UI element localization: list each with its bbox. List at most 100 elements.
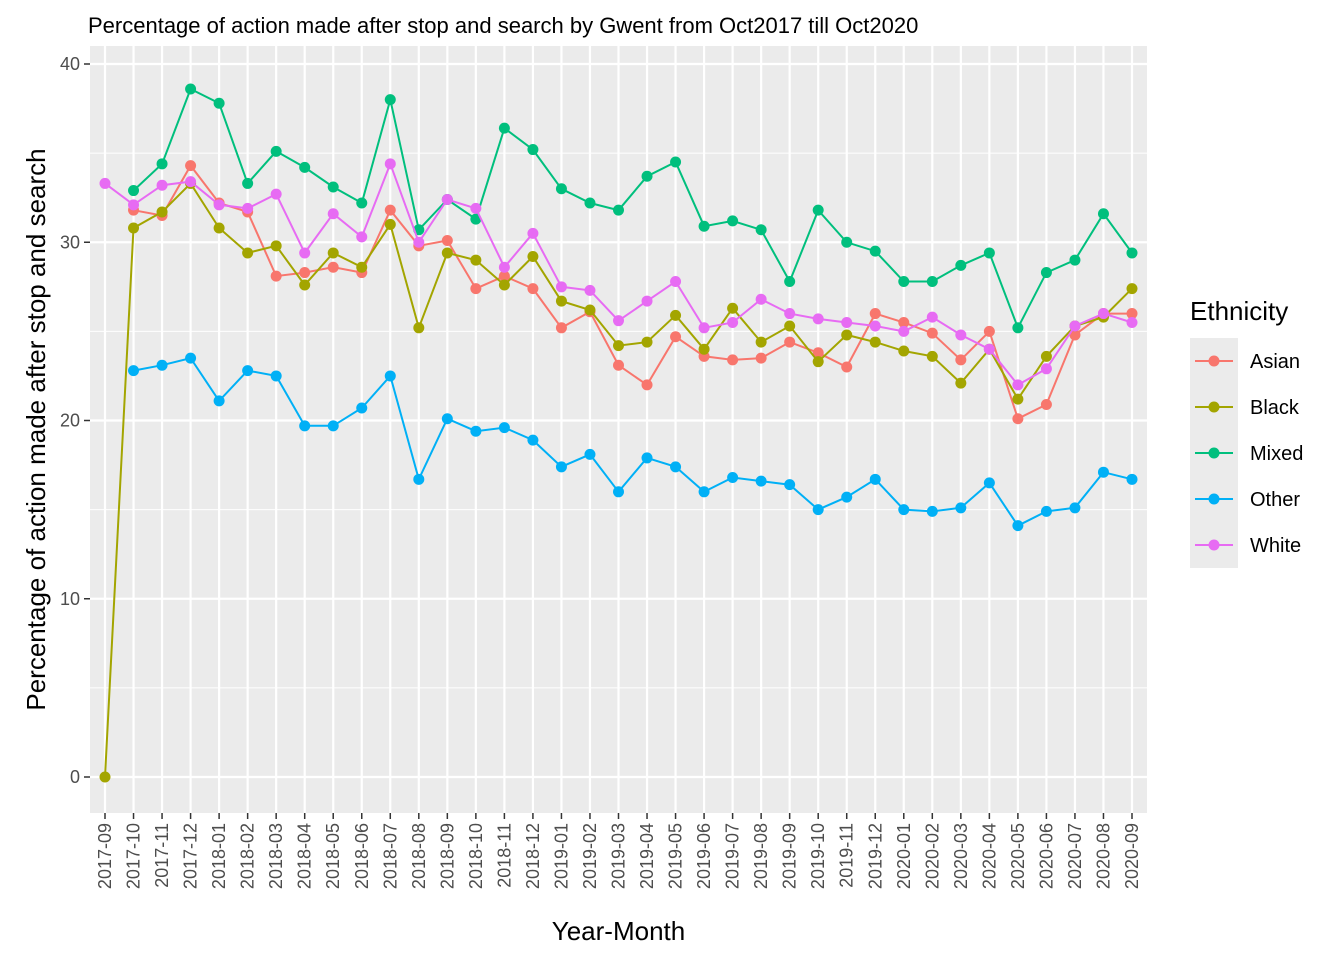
data-point-asian <box>327 261 339 273</box>
legend-key-point <box>1208 401 1220 413</box>
data-point-white <box>1012 379 1024 391</box>
data-point-asian <box>498 270 510 282</box>
x-tick-label: 2019-01 <box>551 823 571 889</box>
x-tick-label: 2018-09 <box>437 823 457 889</box>
data-point-mixed <box>841 236 853 248</box>
data-point-other <box>213 395 225 407</box>
data-point-white <box>470 202 482 214</box>
data-point-black <box>670 309 682 321</box>
data-point-white <box>841 316 853 328</box>
data-point-black <box>698 343 710 355</box>
data-point-asian <box>384 204 396 216</box>
data-point-black <box>1012 393 1024 405</box>
data-point-asian <box>1126 308 1138 320</box>
x-tick-label: 2020-07 <box>1065 823 1085 889</box>
x-tick-label: 2018-06 <box>352 823 372 889</box>
data-point-black <box>784 320 796 332</box>
data-point-asian <box>727 354 739 366</box>
data-point-white <box>869 320 881 332</box>
data-point-other <box>1040 505 1052 517</box>
data-point-mixed <box>327 181 339 193</box>
data-point-asian <box>641 379 653 391</box>
data-point-white <box>926 311 938 323</box>
data-point-white <box>527 227 539 239</box>
x-tick-label: 2018-01 <box>209 823 229 889</box>
data-point-white <box>356 231 368 243</box>
y-tick-label: 20 <box>60 411 80 431</box>
data-point-other <box>613 486 624 498</box>
data-point-mixed <box>384 94 396 106</box>
data-point-black <box>727 302 739 314</box>
data-point-other <box>898 504 910 516</box>
data-point-other <box>498 422 510 434</box>
x-tick-label: 2017-10 <box>124 823 144 889</box>
data-point-mixed <box>955 259 967 271</box>
data-point-white <box>1069 320 1081 332</box>
data-point-other <box>356 402 368 414</box>
data-point-asian <box>1069 329 1081 341</box>
x-tick-label: 2018-05 <box>323 823 343 889</box>
data-point-black <box>470 254 482 266</box>
data-point-black <box>327 247 339 259</box>
data-point-other <box>441 413 453 425</box>
chart-title: Percentage of action made after stop and… <box>88 13 918 38</box>
data-point-black <box>898 345 910 357</box>
data-point-other <box>641 452 653 464</box>
data-point-white <box>812 313 824 325</box>
data-point-mixed <box>1040 267 1052 279</box>
data-point-mixed <box>613 204 624 216</box>
series-other <box>128 352 1138 532</box>
data-point-mixed <box>755 224 767 236</box>
data-point-other <box>327 420 339 432</box>
legend-key-point <box>1208 493 1220 505</box>
x-tick-label: 2018-08 <box>409 823 429 889</box>
x-tick-label: 2020-04 <box>979 823 999 889</box>
x-tick-label: 2019-07 <box>723 823 743 889</box>
data-point-white <box>128 199 140 211</box>
data-point-black <box>755 336 767 348</box>
data-point-white <box>270 188 282 200</box>
data-point-white <box>1040 363 1052 375</box>
data-point-mixed <box>156 158 168 170</box>
data-point-other <box>812 504 824 516</box>
data-point-asian <box>898 316 910 328</box>
data-point-white <box>1126 316 1138 328</box>
data-point-other <box>983 477 995 489</box>
x-tick-label: 2018-03 <box>266 823 286 889</box>
data-point-black <box>613 340 624 352</box>
data-point-other <box>128 365 140 377</box>
series-layer <box>99 83 1138 783</box>
x-tick-label: 2020-02 <box>922 823 942 889</box>
data-point-mixed <box>1126 247 1138 259</box>
data-point-other <box>470 425 482 437</box>
data-point-asian <box>299 267 311 279</box>
x-tick-label: 2019-06 <box>694 823 714 889</box>
data-point-mixed <box>270 145 282 157</box>
x-tick-label: 2019-08 <box>751 823 771 889</box>
data-point-white <box>441 193 453 205</box>
legend-label-asian: Asian <box>1250 351 1300 373</box>
data-point-white <box>983 343 995 355</box>
data-point-other <box>185 352 197 364</box>
data-point-asian <box>926 327 938 339</box>
x-tick-label: 2019-02 <box>580 823 600 889</box>
data-point-black <box>527 251 539 263</box>
data-point-other <box>299 420 311 432</box>
data-point-other <box>670 461 682 473</box>
data-point-mixed <box>356 197 368 209</box>
series-white <box>99 158 1138 391</box>
x-tick-label: 2019-03 <box>609 823 629 889</box>
data-point-asian <box>983 325 995 337</box>
data-point-other <box>727 472 739 484</box>
data-point-mixed <box>812 204 824 216</box>
data-point-black <box>384 218 396 230</box>
legend-label-other: Other <box>1250 489 1300 511</box>
data-point-black <box>955 377 967 389</box>
data-point-other <box>955 502 967 514</box>
data-point-mixed <box>983 247 995 259</box>
x-tick-label: 2019-11 <box>837 823 857 888</box>
x-tick-label: 2020-01 <box>894 823 914 889</box>
data-point-asian <box>869 308 881 320</box>
data-point-asian <box>1012 413 1024 425</box>
